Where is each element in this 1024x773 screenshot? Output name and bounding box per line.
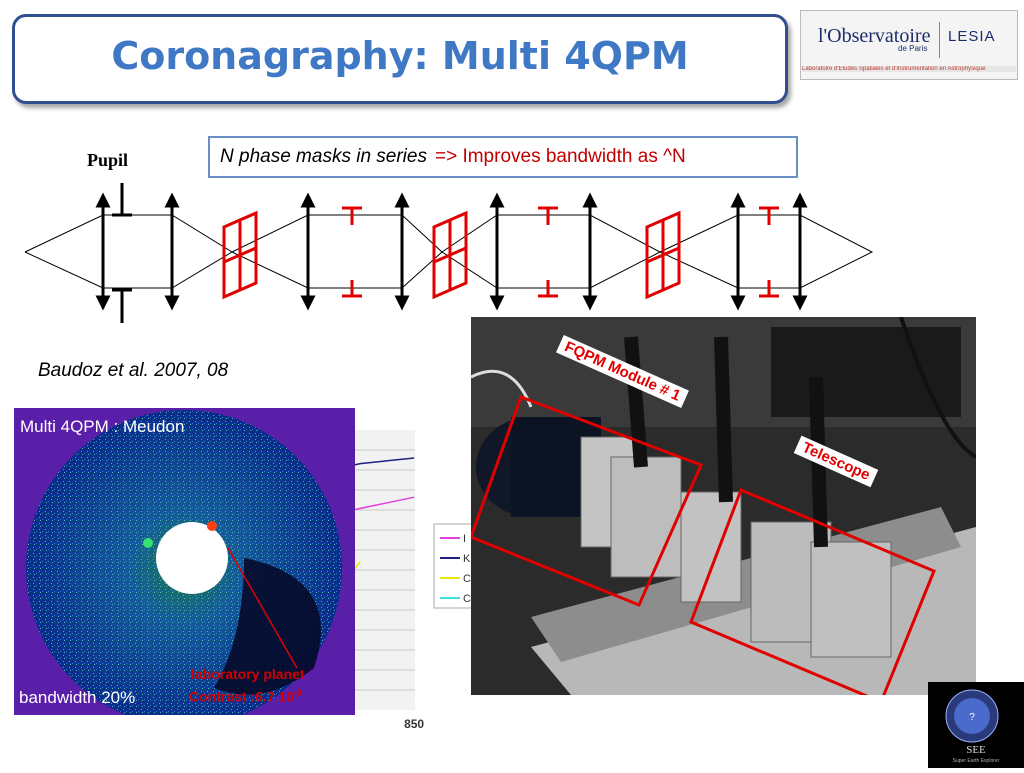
speckle-spot xyxy=(143,538,153,548)
callout-italic-text: N phase masks in series xyxy=(220,146,427,167)
see-glyph: ? xyxy=(969,712,975,723)
coronagraph-image xyxy=(26,410,342,715)
contrast-value: Contrast :6.7 10 xyxy=(189,688,295,705)
title-box xyxy=(12,14,788,104)
meudon-title: Multi 4QPM : Meudon xyxy=(20,417,185,436)
legend-label-2: C xyxy=(463,573,471,585)
lyot-stops xyxy=(342,206,779,298)
slide-title: Coronagraphy: Multi 4QPM xyxy=(111,34,689,78)
callout-red-text: => Improves bandwidth as ^N xyxy=(434,146,686,167)
reference-text: Baudoz et al. 2007, 08 xyxy=(38,360,229,381)
lens-arrows xyxy=(95,192,808,311)
logo-lesia-text: LESIA xyxy=(948,28,996,45)
pupil-stop xyxy=(112,183,132,323)
logo-tagline: Laboratoire d'Études Spatiales et d'Inst… xyxy=(802,66,1016,72)
see-subtitle: Super Earth Explorer xyxy=(952,758,1000,764)
planet-pointer xyxy=(227,547,298,669)
logo-main-text: l'Observatoire xyxy=(818,25,931,47)
dark-hole xyxy=(214,558,321,695)
legend-label-3: C xyxy=(463,593,471,605)
contrast-label: Contrast :6.7 10-9 xyxy=(189,688,302,705)
lab-photo: FQPM Module # 1 Telescope xyxy=(471,317,976,695)
planet-spot xyxy=(207,521,217,531)
legend-label-0: I xyxy=(463,533,466,545)
logo-divider xyxy=(939,22,940,58)
phase-masks xyxy=(222,210,681,300)
callout-box: N phase masks in series => Improves bandw… xyxy=(208,136,798,178)
x-tick-labels: 650700750850 xyxy=(404,717,424,731)
central-mask xyxy=(156,522,228,594)
plot-gridlines xyxy=(355,449,415,691)
planet-label: laboratory planet xyxy=(191,666,305,682)
optical-diagram xyxy=(24,183,874,323)
legend-label-1: K xyxy=(463,553,471,565)
x-tick-3: 850 xyxy=(404,717,424,731)
meudon-image-panel: Multi 4QPM : Meudon bandwidth 20% labora… xyxy=(14,408,355,715)
contrast-exponent: -9 xyxy=(294,688,303,698)
see-planet-icon: ? xyxy=(945,689,999,743)
see-label: SEE xyxy=(966,744,986,756)
see-logo: ? xyxy=(928,682,1024,768)
bandwidth-label: bandwidth 20% xyxy=(19,688,136,707)
logo-sub-text: de Paris xyxy=(898,44,928,53)
pupil-label: Pupil xyxy=(87,150,129,170)
lab-bench-illustration xyxy=(471,317,976,695)
